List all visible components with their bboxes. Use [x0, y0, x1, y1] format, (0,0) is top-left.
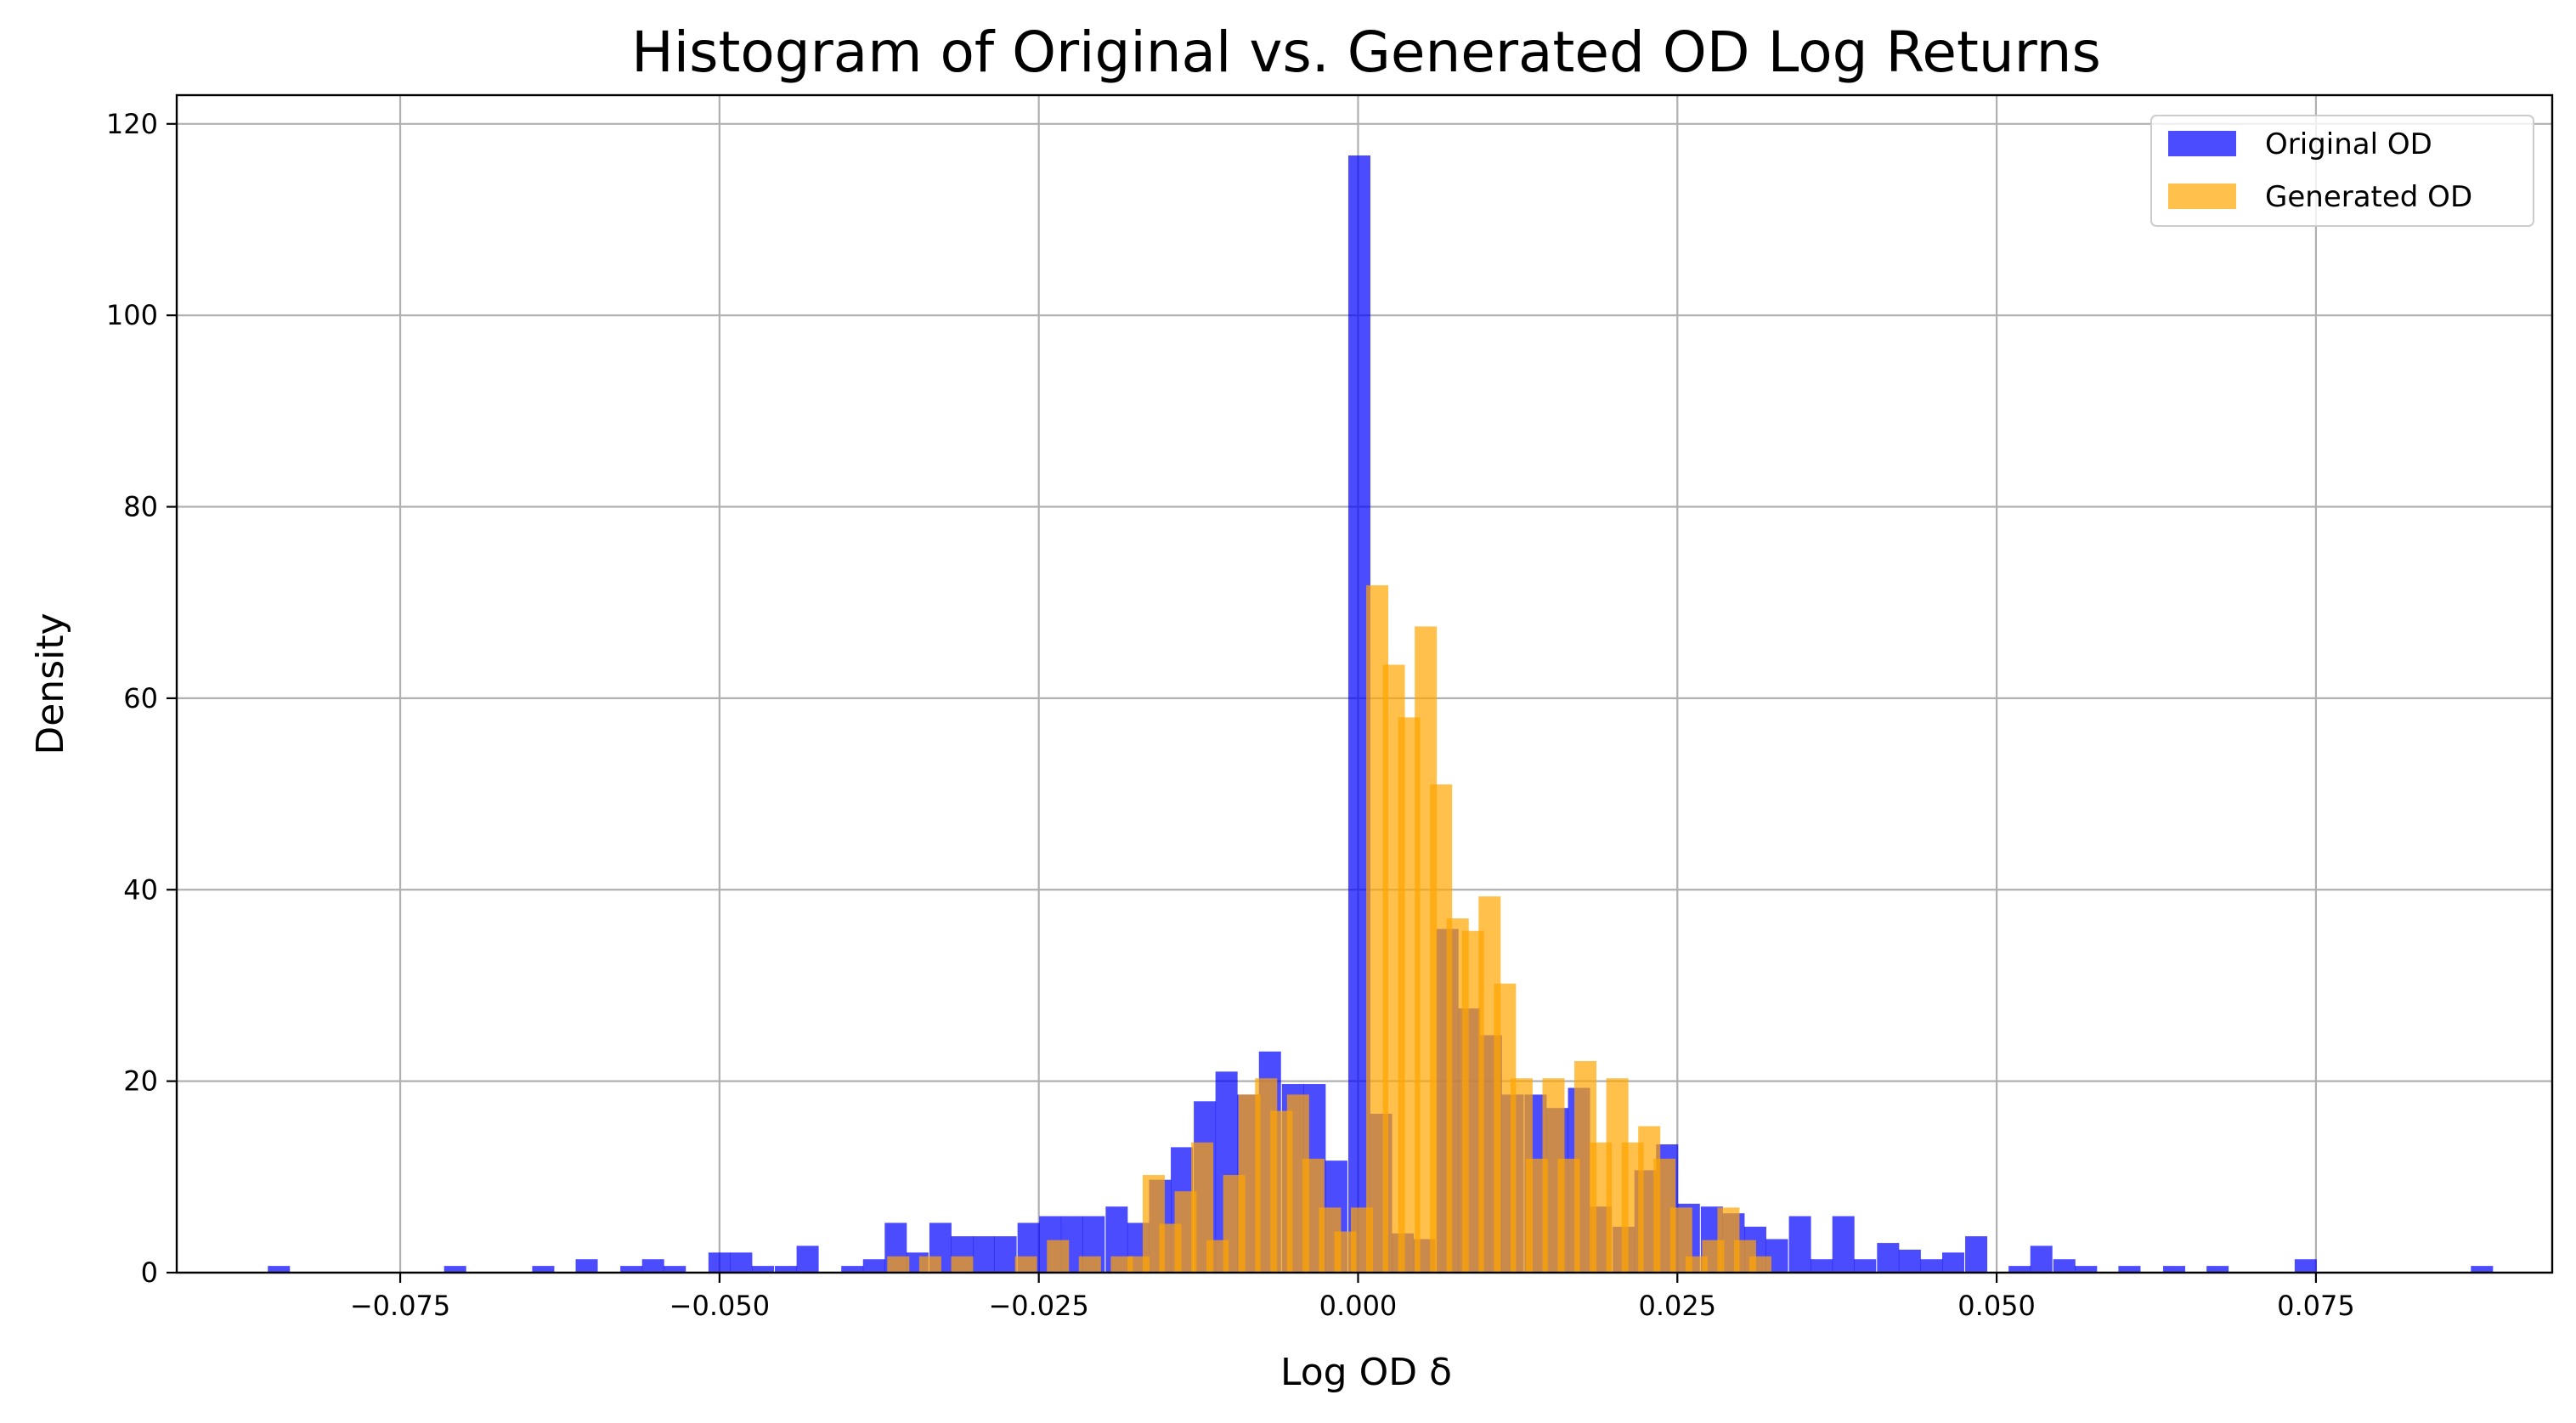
original-bar — [1898, 1249, 1921, 1273]
x-tick-label: −0.025 — [988, 1290, 1088, 1322]
original-bar — [268, 1266, 291, 1273]
legend-swatch-original — [2168, 131, 2236, 156]
generated-bar — [1078, 1256, 1101, 1273]
original-bar — [2206, 1266, 2229, 1273]
x-tick-label: −0.075 — [350, 1290, 450, 1322]
original-bar — [2471, 1266, 2494, 1273]
generated-bar — [1014, 1256, 1037, 1273]
original-bar — [775, 1266, 798, 1273]
y-tick-label: 40 — [123, 873, 158, 906]
x-tick-label: 0.075 — [2277, 1290, 2355, 1322]
original-bar — [2030, 1245, 2053, 1273]
original-bar — [1854, 1259, 1877, 1273]
original-bar — [2008, 1266, 2031, 1273]
y-tick-label: 80 — [123, 491, 158, 523]
original-bar — [751, 1266, 774, 1273]
series-generated-bars — [887, 584, 1772, 1273]
original-bar — [620, 1266, 643, 1273]
x-tick-label: 0.000 — [1319, 1290, 1398, 1322]
original-bar — [664, 1266, 686, 1273]
original-bar — [1788, 1216, 1811, 1273]
original-bar — [862, 1259, 885, 1273]
original-bar — [994, 1236, 1017, 1273]
original-bar — [1877, 1243, 1900, 1273]
original-bar — [443, 1266, 466, 1273]
legend-box — [2150, 115, 2534, 227]
generated-bar — [887, 1256, 910, 1273]
y-tick-label: 100 — [106, 299, 158, 331]
original-bar — [708, 1252, 731, 1273]
legend-label-original: Original OD — [2265, 127, 2432, 161]
original-bar — [1941, 1252, 1964, 1273]
plot-area-frame — [175, 93, 2554, 1274]
y-axis-ticks: 0 20 40 60 80 100 120 — [106, 108, 177, 1289]
x-tick-label: 0.050 — [1957, 1290, 2036, 1322]
generated-bar — [1047, 1239, 1070, 1273]
legend-label-generated: Generated OD — [2265, 180, 2472, 214]
original-bar — [1811, 1259, 1833, 1273]
original-bar — [2053, 1259, 2076, 1273]
original-bar — [1920, 1259, 1943, 1273]
original-bar — [1965, 1236, 1988, 1273]
original-bar — [841, 1266, 864, 1273]
original-bar — [973, 1236, 996, 1273]
original-bar — [532, 1266, 555, 1273]
original-bar — [2163, 1266, 2186, 1273]
legend-swatch-generated — [2168, 184, 2236, 209]
legend: Original OD Generated OD — [2150, 115, 2534, 227]
generated-bar — [1685, 1256, 1708, 1273]
y-tick-label: 0 — [141, 1256, 158, 1289]
x-axis-label: Log OD δ — [1280, 1351, 1452, 1394]
original-bar — [2118, 1266, 2141, 1273]
y-tick-label: 120 — [106, 108, 158, 140]
original-bar — [641, 1259, 664, 1273]
y-tick-label: 60 — [123, 682, 158, 714]
x-axis-ticks: −0.075 −0.050 −0.025 0.000 0.025 0.050 0.075 — [350, 1273, 2355, 1322]
original-bar — [1832, 1216, 1855, 1273]
original-bar — [2075, 1266, 2098, 1273]
generated-bar — [918, 1256, 941, 1273]
generated-bar — [1110, 1256, 1133, 1273]
y-axis-label: Density — [29, 613, 72, 754]
x-tick-label: −0.050 — [669, 1290, 770, 1322]
generated-bar — [951, 1256, 974, 1273]
chart-title: Histogram of Original vs. Generated OD L… — [631, 20, 2101, 85]
original-bar — [730, 1252, 753, 1273]
original-bar — [2294, 1259, 2317, 1273]
y-tick-label: 20 — [123, 1065, 158, 1098]
original-bar — [575, 1259, 598, 1273]
generated-bar — [1748, 1256, 1772, 1273]
original-bar — [796, 1245, 819, 1273]
x-tick-label: 0.025 — [1638, 1290, 1716, 1322]
